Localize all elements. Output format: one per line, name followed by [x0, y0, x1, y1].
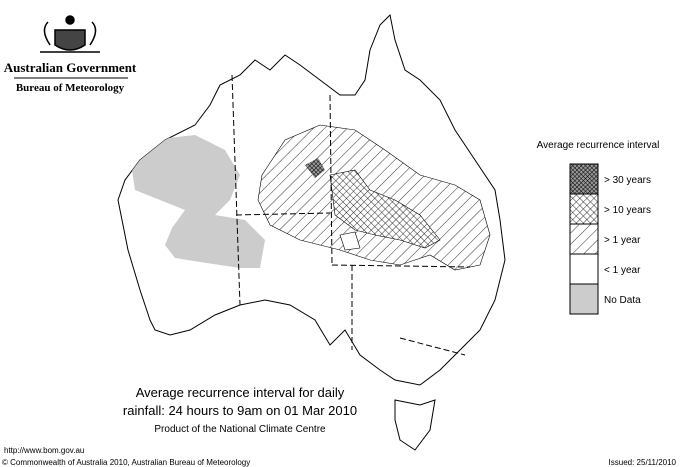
- legend-swatch: [569, 253, 599, 285]
- legend-title: Average recurrence interval: [537, 140, 660, 151]
- footer-issued: Issued: 25/11/2010: [609, 458, 677, 467]
- state-borders: [231, 74, 471, 356]
- gt-30-years-region: [305, 158, 325, 178]
- legend-label: No Data: [604, 295, 641, 306]
- legend-labels: > 30 years > 10 years > 1 year < 1 year No D…: [604, 175, 651, 306]
- lt-1-year-region: [339, 231, 361, 251]
- header-subtitle: Bureau of Meteorology: [16, 82, 125, 94]
- footer-url: http://www.bom.gov.au: [4, 446, 84, 455]
- caption-line: rainfall: 24 hours to 9am on 01 Mar 2010: [123, 403, 357, 418]
- legend-swatch: [569, 193, 599, 225]
- legend-label: > 10 years: [604, 205, 651, 216]
- legend-label: > 30 years: [604, 175, 651, 186]
- legend-label: < 1 year: [604, 265, 641, 276]
- header-title: Australian Government: [4, 60, 137, 75]
- tasmania: [394, 399, 436, 451]
- legend-swatch: [569, 223, 599, 255]
- logo: [40, 15, 100, 53]
- caption-line: Average recurrence interval for daily: [136, 385, 345, 400]
- legend-swatches: [569, 163, 599, 315]
- legend-swatch: [569, 283, 599, 315]
- gt-10-years-region: [329, 169, 441, 249]
- caption-credit: Product of the National Climate Centre: [154, 424, 326, 435]
- legend-label: > 1 year: [604, 235, 641, 246]
- legend-swatch: [569, 163, 599, 195]
- footer-copyright: © Commonwealth of Australia 2010, Austra…: [2, 458, 250, 467]
- no-data-region: [132, 135, 265, 268]
- australia: [117, 13, 506, 451]
